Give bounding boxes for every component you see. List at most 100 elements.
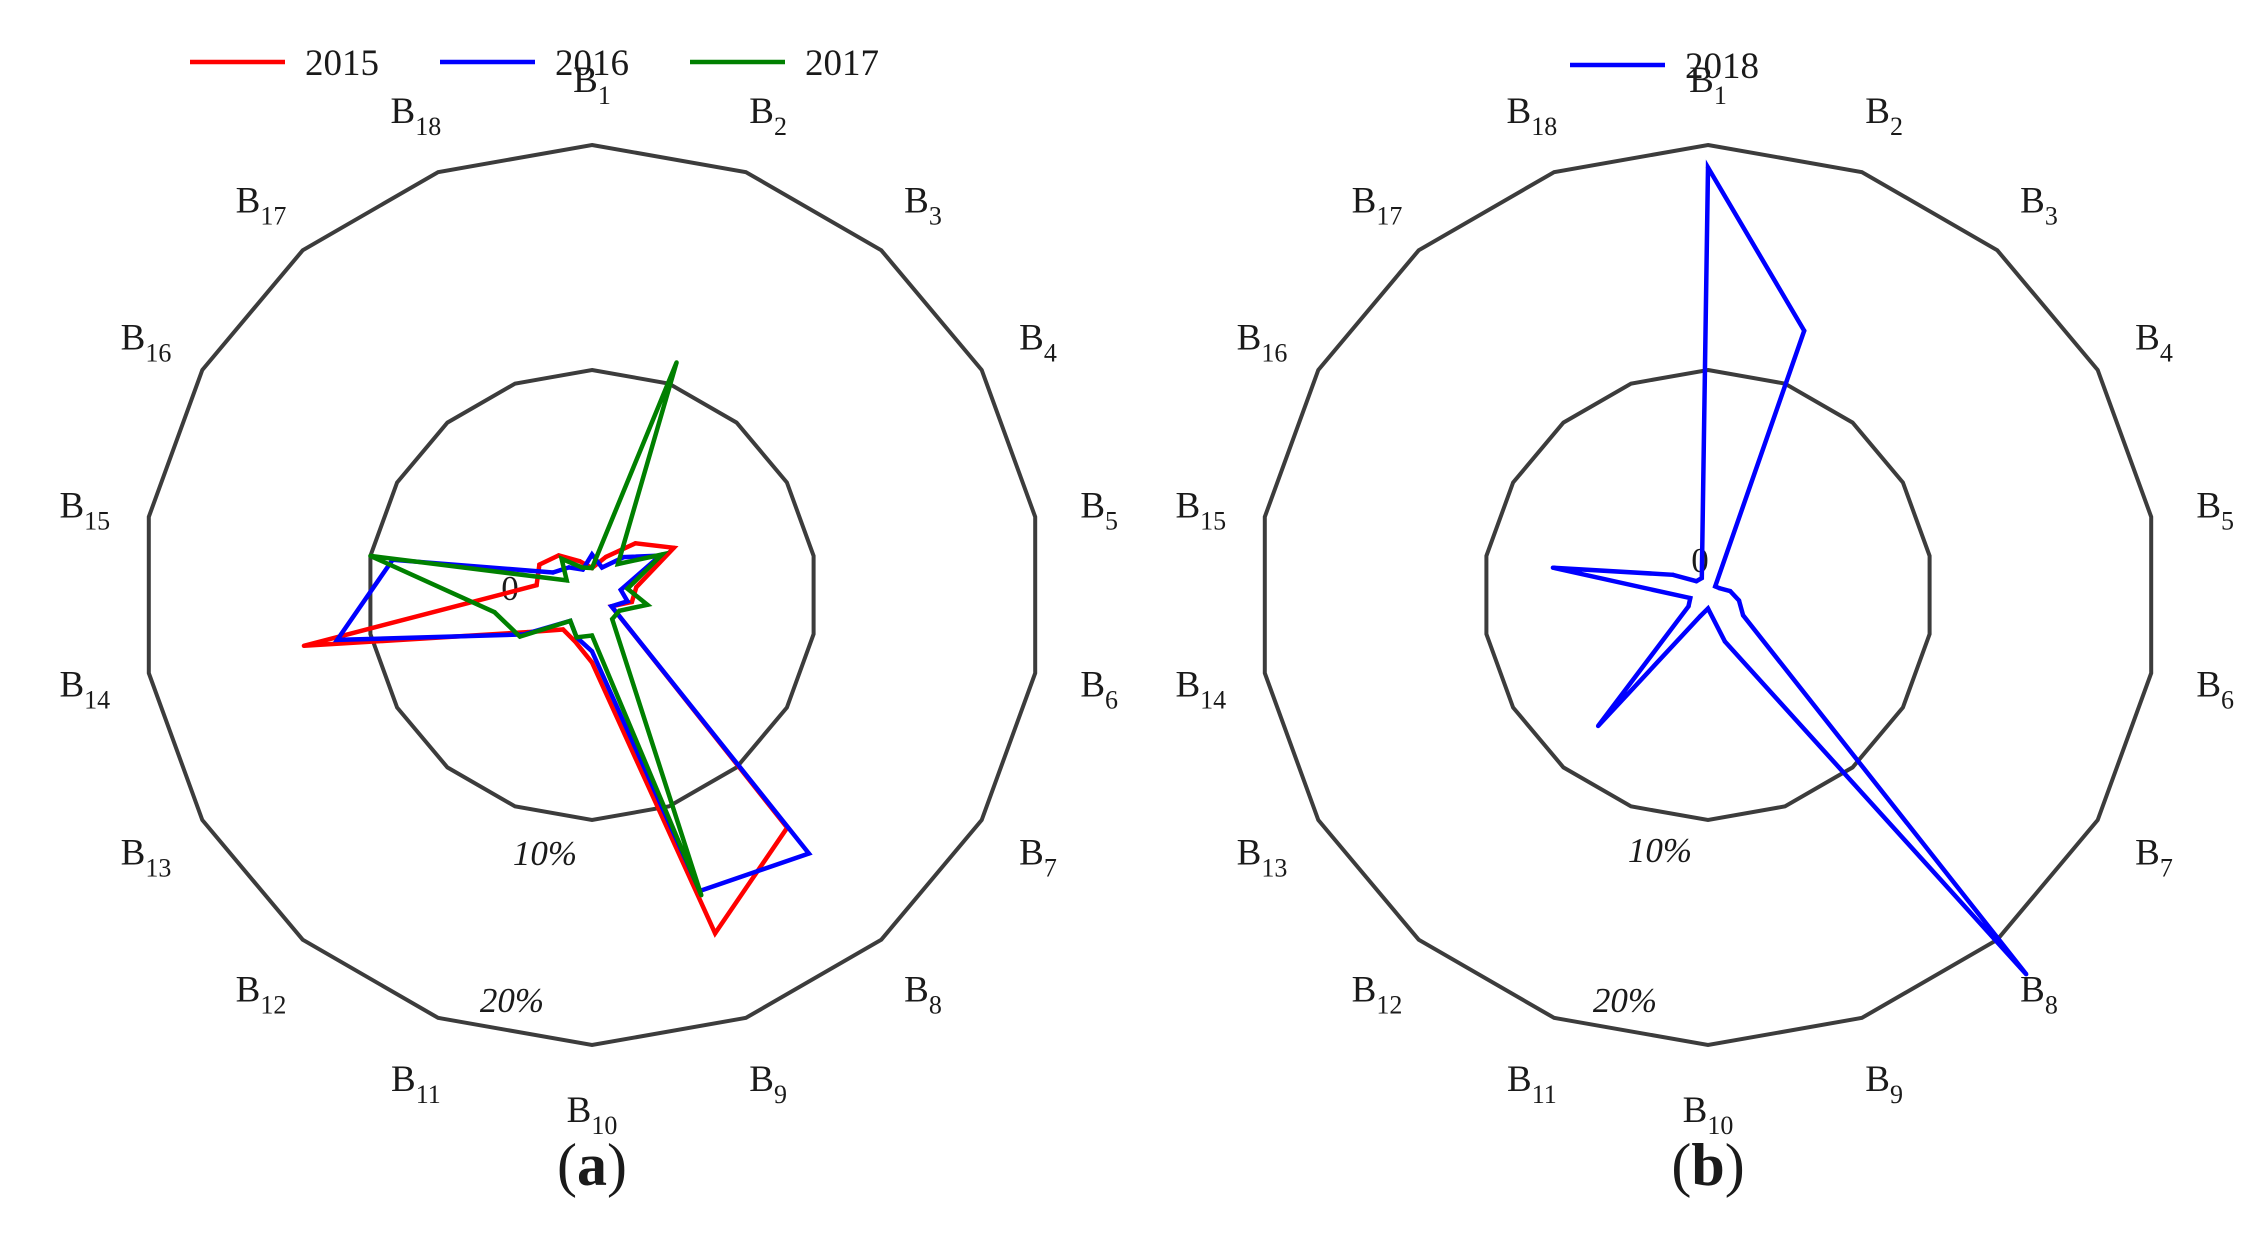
category-label: B14 [59,664,110,714]
data-point-2016-B3 [621,554,626,560]
category-label: B4 [1019,318,1057,368]
data-point-2018-B3 [1713,584,1718,589]
radar-chart-a: B1 B2 B3 B4 B5 B6 B7 B8 B9 B10 B11 B12 B13 B14 B15 B16 B… [59,43,1118,1198]
category-label: B11 [1507,1059,1557,1109]
axis-label-center: 0 [501,569,519,608]
data-point-2017-B10 [589,633,595,638]
grid-ring-2 [146,142,1038,1048]
data-point-2016-B17 [566,565,572,570]
category-label: B18 [391,91,442,141]
data-point-2017-B14 [492,610,497,615]
category-label: B3 [904,181,942,231]
data-point-2015-B10 [589,660,595,665]
data-point-2015-B6 [629,599,635,605]
data-point-2017-B12 [568,618,573,624]
data-point-2017-B7 [617,608,622,613]
data-point-2017-B9 [699,893,704,898]
category-label: B13 [121,833,172,883]
legend-label-2018: 2018 [1685,46,1759,87]
legend-label-2017: 2017 [805,43,879,84]
data-point-2015-B18 [577,559,582,564]
category-label: B12 [1352,970,1403,1020]
data-point-2018-B18 [1699,575,1705,581]
category-label: B5 [1080,486,1118,536]
category-label: B17 [1352,181,1403,231]
series-line-2018 [1552,159,2028,976]
data-point-2017-B8 [610,616,615,622]
data-point-2016-B14 [335,637,340,643]
category-label: B7 [1019,833,1057,883]
category-label: B12 [236,970,287,1020]
panel-label: (b) [1671,1132,1744,1198]
category-label: B18 [1507,91,1558,141]
legend-label-2015: 2015 [305,43,379,84]
data-point-2016-B16 [550,570,556,575]
category-label: B13 [1237,833,1288,883]
data-point-2018-B17 [1694,579,1699,584]
category-label: B11 [391,1059,441,1109]
data-point-2016-B10 [589,649,595,654]
data-point-2015-B15 [534,583,539,588]
data-point-2015-B4 [671,545,676,550]
data-point-2015-B2 [603,554,609,560]
category-label: B6 [1080,664,1118,714]
data-point-2016-B5 [618,587,623,593]
data-point-2017-B16 [564,578,569,583]
axis-label-outer-ring: 20% [480,981,544,1020]
category-label: B9 [1865,1059,1903,1109]
data-point-2017-B17 [559,556,564,561]
data-point-2015-B9 [712,931,718,936]
axis-label-outer-ring: 20% [1593,981,1657,1020]
data-point-2017-B1 [589,565,595,571]
category-label: B3 [2020,181,2058,231]
category-label: B2 [749,91,787,141]
data-point-2018-B16 [1670,572,1676,577]
data-point-2016-B8 [806,851,812,856]
data-point-2018-B6 [1736,598,1742,603]
data-point-2015-B14 [301,643,307,648]
data-point-2016-B2 [599,565,605,570]
data-point-2016-B7 [609,604,614,609]
data-point-2017-B15 [368,553,373,559]
axis-label-inner-ring: 10% [513,834,577,873]
category-label: B16 [1237,318,1288,368]
data-point-2018-B7 [1740,613,1746,618]
category-label: B15 [59,486,110,536]
category-label: B4 [2135,318,2173,368]
category-label: B10 [1683,1090,1734,1140]
data-point-2015-B5 [634,585,639,590]
data-point-2015-B11 [572,639,578,644]
data-point-2018-B12 [1595,723,1601,729]
data-point-2015-B3 [633,541,638,546]
data-point-2018-B13 [1686,604,1691,609]
category-label: B1 [573,60,611,110]
category-label: B14 [1175,664,1226,714]
data-point-2016-B6 [625,599,630,604]
grid-ring-1 [368,367,816,823]
category-label: B6 [2196,664,2234,714]
category-label: B10 [567,1090,618,1140]
data-point-2018-B14 [1688,595,1693,601]
grid-ring-1 [1484,367,1932,823]
category-label: B9 [749,1059,787,1109]
panel-label: (a) [557,1132,627,1198]
data-point-2018-B8 [2024,972,2029,977]
category-label: B5 [2196,486,2234,536]
data-point-2018-B5 [1728,588,1733,594]
data-point-2017-B13 [517,634,523,639]
data-point-2018-B9 [1722,639,1728,644]
category-label: B1 [1689,60,1727,110]
category-label: B17 [236,181,287,231]
data-point-2015-B12 [560,627,566,632]
data-point-2017-B11 [574,635,579,640]
data-point-2018-B11 [1698,613,1703,619]
data-point-2017-B18 [579,565,585,570]
axis-label-inner-ring: 10% [1628,831,1692,870]
data-point-2018-B2 [1802,328,1807,333]
category-label: B15 [1175,486,1226,536]
data-point-2018-B10 [1705,606,1711,611]
category-label: B8 [904,970,942,1020]
data-point-2018-B15 [1550,565,1556,570]
data-point-2017-B6 [645,602,650,607]
